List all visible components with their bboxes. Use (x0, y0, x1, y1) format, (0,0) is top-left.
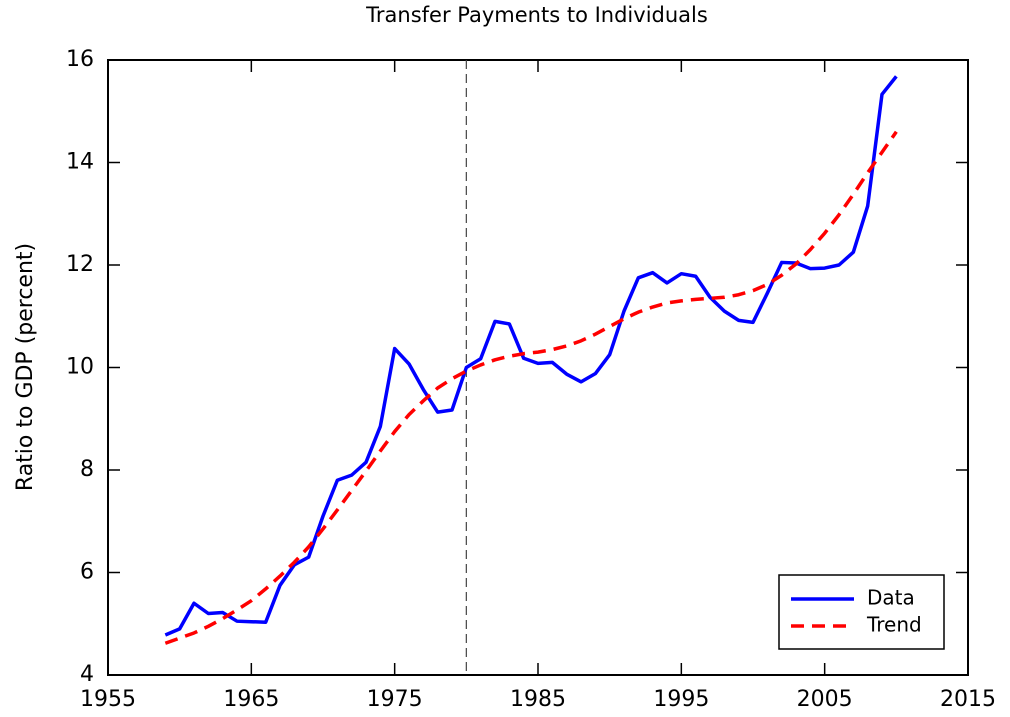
data-line (164, 75, 898, 637)
x-tick-label: 2015 (940, 687, 996, 712)
x-tick-label: 1975 (367, 687, 423, 712)
data-line (164, 130, 898, 645)
x-tick-label: 1955 (80, 687, 136, 712)
y-tick-label: 10 (66, 355, 94, 380)
x-tick-label: 2005 (797, 687, 853, 712)
y-tick-label: 4 (80, 662, 94, 687)
y-tick-label: 16 (66, 47, 94, 72)
y-tick-label: 12 (66, 252, 94, 277)
legend-label: Trend (866, 613, 922, 637)
legend-box (778, 574, 945, 650)
x-tick-label: 1985 (510, 687, 566, 712)
y-tick-label: 14 (66, 150, 94, 175)
y-axis-label: Ratio to GDP (percent) (13, 243, 38, 491)
x-tick-label: 1995 (653, 687, 709, 712)
y-tick-label: 6 (80, 560, 94, 585)
legend-label: Data (867, 586, 915, 610)
chart-title: Transfer Payments to Individuals (365, 3, 708, 27)
y-tick-label: 8 (80, 457, 94, 482)
x-tick-label: 1965 (223, 687, 279, 712)
